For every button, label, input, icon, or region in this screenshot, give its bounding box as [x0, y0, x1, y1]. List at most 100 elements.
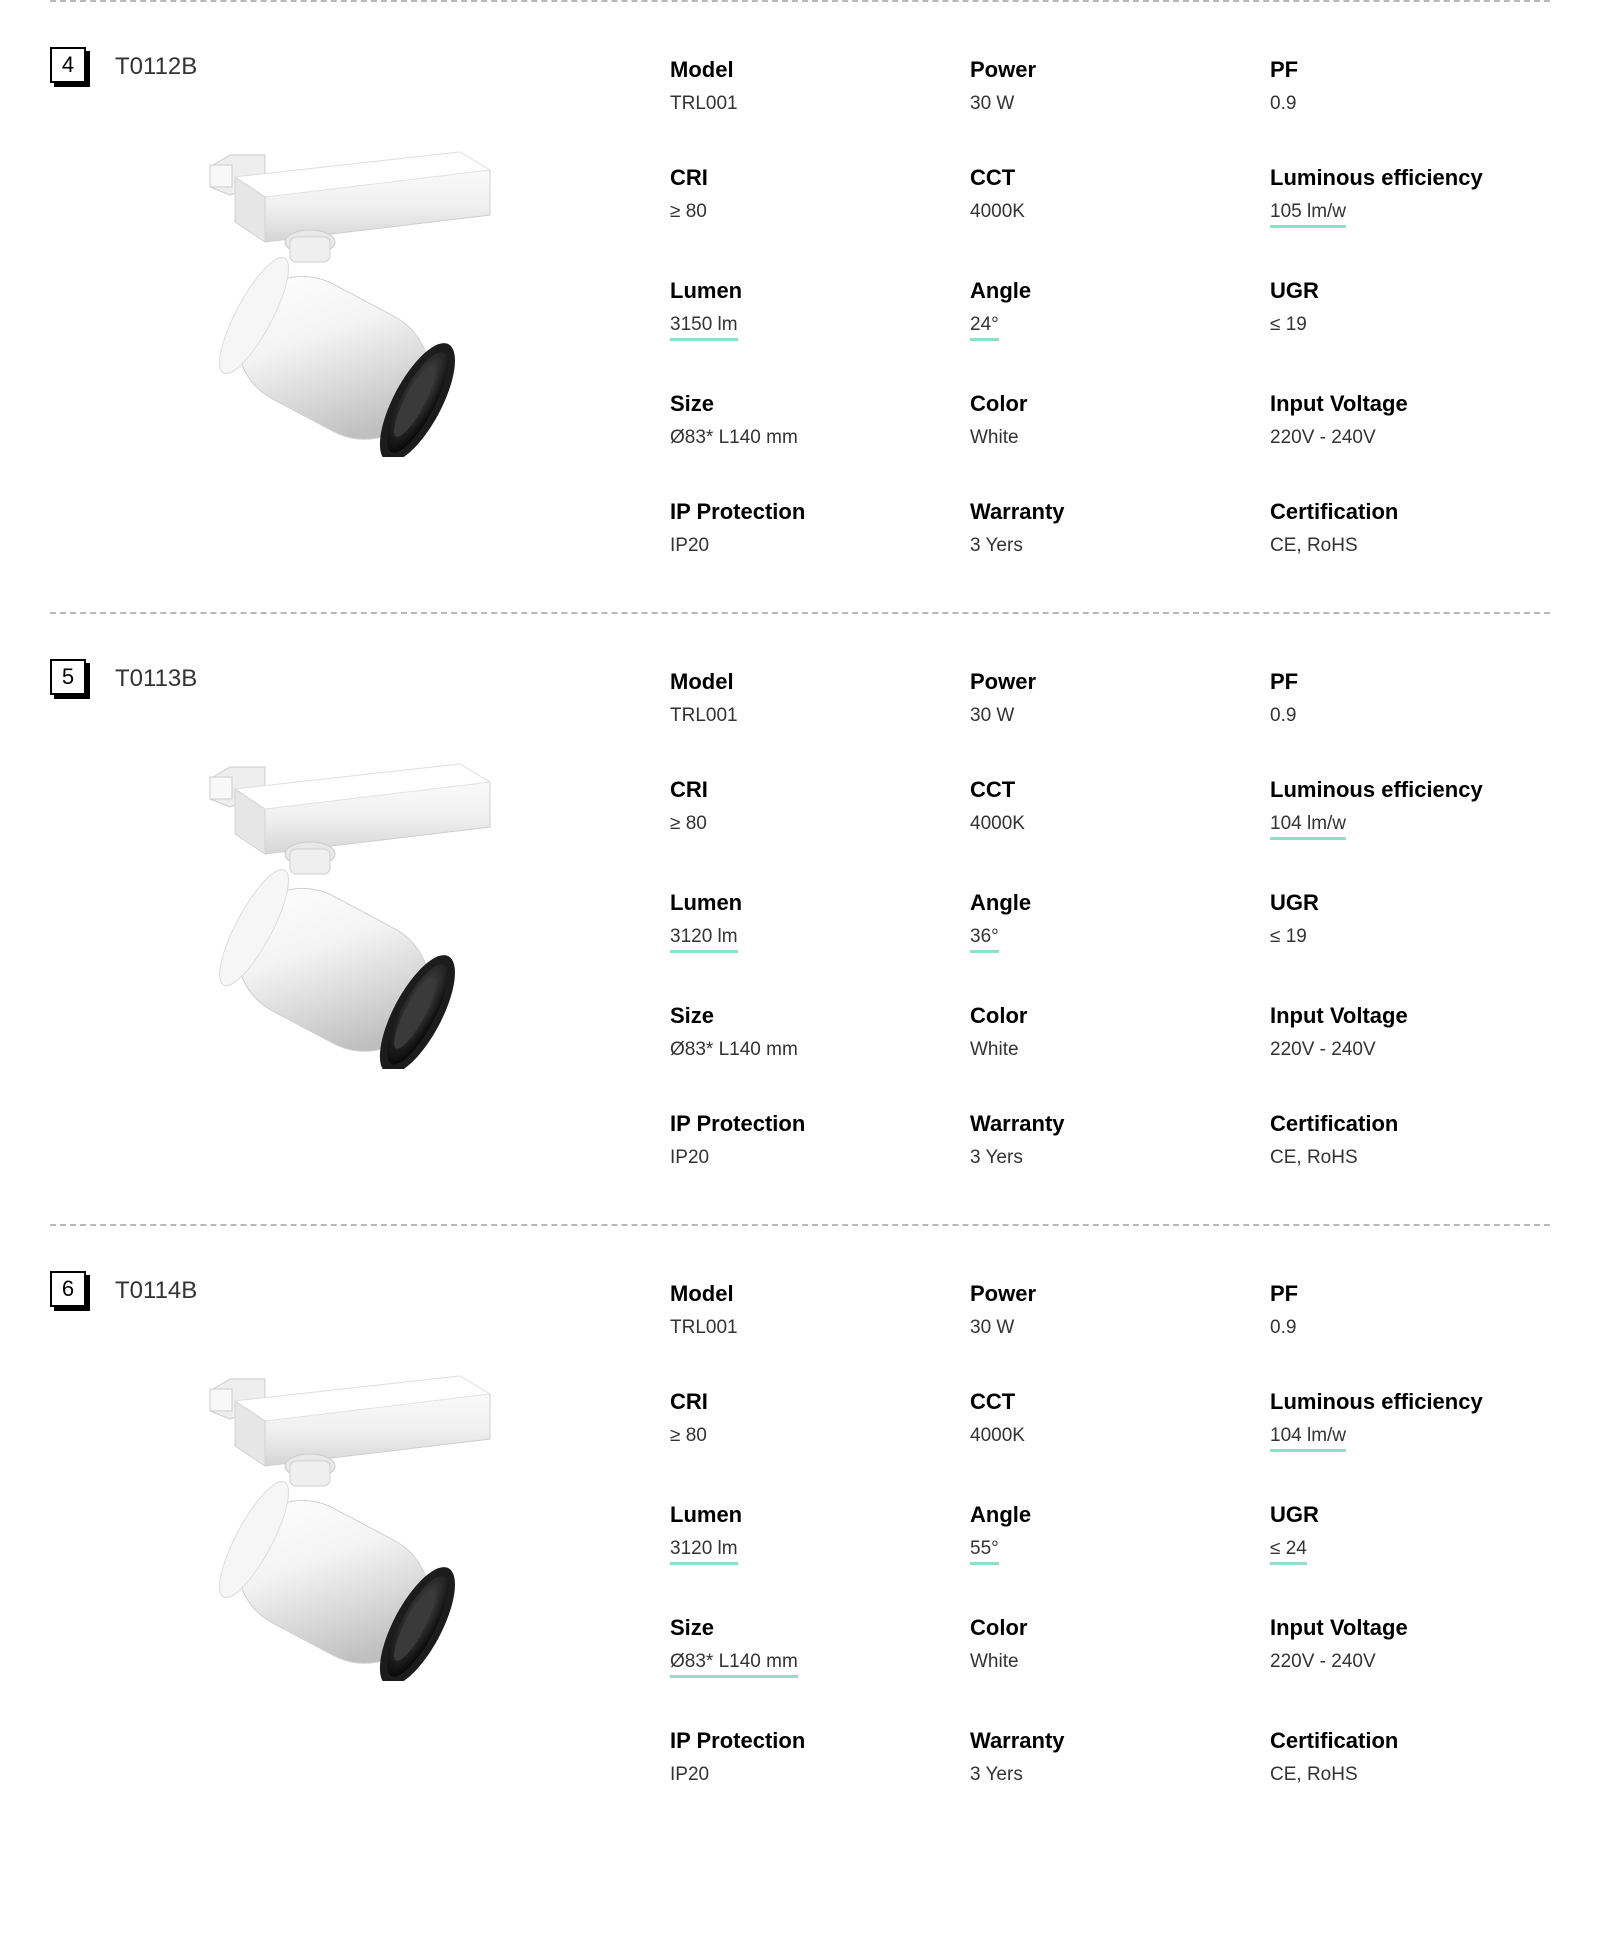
- spec-item-pf: PF0.9: [1270, 57, 1550, 115]
- spec-item-angle: Angle 24°: [970, 278, 1250, 341]
- spec-value: 24°: [970, 314, 999, 341]
- product-row: 4T0112B: [50, 0, 1550, 612]
- spec-label: Power: [970, 1281, 1250, 1307]
- product-title: T0114B: [115, 1277, 197, 1305]
- spec-item-size: SizeØ83* L140 mm: [670, 1615, 950, 1678]
- spec-label: CCT: [970, 165, 1250, 191]
- index-badge: 4: [50, 47, 90, 87]
- spec-value: ≤ 19: [1270, 314, 1307, 336]
- spec-value: ≥ 80: [670, 813, 707, 835]
- spec-value: 0.9: [1270, 1317, 1296, 1339]
- spec-item-lumen: Lumen3150 lm: [670, 278, 950, 341]
- spec-item-angle: Angle36°: [970, 890, 1250, 953]
- spec-value: TRL001: [670, 1317, 738, 1339]
- spec-value: Ø83* L140 mm: [670, 1651, 798, 1678]
- spec-label: Color: [970, 1615, 1250, 1641]
- spec-value: 3 Yers: [970, 1147, 1023, 1169]
- spec-label: UGR: [1270, 890, 1550, 916]
- product-header: 4T0112B: [50, 47, 670, 87]
- spec-label: IP Protection: [670, 1111, 950, 1137]
- spec-label: Color: [970, 391, 1250, 417]
- spec-item-cert: Certification CE, RoHS: [1270, 1111, 1550, 1169]
- spec-value: 104 lm/w: [1270, 813, 1346, 840]
- spec-label: PF: [1270, 1281, 1550, 1307]
- spec-value: ≥ 80: [670, 201, 707, 223]
- spec-label: Power: [970, 57, 1250, 83]
- spec-value: CE, RoHS: [1270, 1147, 1358, 1169]
- spec-item-power: Power 30 W: [970, 57, 1250, 115]
- spec-label: Size: [670, 391, 950, 417]
- spec-value: 30 W: [970, 93, 1014, 115]
- spec-label: Angle: [970, 278, 1250, 304]
- spec-item-cri: CRI≥ 80: [670, 777, 950, 840]
- product-image: [130, 117, 510, 457]
- spec-label: Luminous efficiency: [1270, 165, 1550, 191]
- specs-grid: ModelTRL001Power30 WPF0.9CRI≥ 80CCT4000K…: [670, 1271, 1550, 1786]
- spec-item-color: ColorWhite: [970, 1003, 1250, 1061]
- spec-label: Luminous efficiency: [1270, 1389, 1550, 1415]
- spec-value: 3 Yers: [970, 1764, 1023, 1786]
- spec-label: Model: [670, 669, 950, 695]
- spec-item-cert: Certification CE, RoHS: [1270, 1728, 1550, 1786]
- spec-value: CE, RoHS: [1270, 1764, 1358, 1786]
- spec-item-lum_eff: Luminous efficiency104 lm/w: [1270, 777, 1550, 840]
- product-title: T0113B: [115, 665, 197, 693]
- index-number: 4: [50, 47, 86, 83]
- spec-label: Lumen: [670, 1502, 950, 1528]
- spec-label: Angle: [970, 890, 1250, 916]
- spec-item-lumen: Lumen 3120 lm: [670, 1502, 950, 1565]
- spec-value: 3120 lm: [670, 1538, 738, 1565]
- spec-label: IP Protection: [670, 1728, 950, 1754]
- spec-label: Model: [670, 57, 950, 83]
- product-header: 5T0113B: [50, 659, 670, 699]
- spec-item-size: SizeØ83* L140 mm: [670, 1003, 950, 1061]
- spec-label: Input Voltage: [1270, 1615, 1550, 1641]
- product-left-column: 6 T0114B: [50, 1271, 670, 1786]
- spec-value: 0.9: [1270, 93, 1296, 115]
- spec-item-ugr: UGR ≤ 19: [1270, 890, 1550, 953]
- spec-item-pf: PF0.9: [1270, 669, 1550, 727]
- spec-item-model: ModelTRL001: [670, 57, 950, 115]
- spec-label: Power: [970, 669, 1250, 695]
- spec-item-pf: PF 0.9: [1270, 1281, 1550, 1339]
- spec-item-cri: CRI ≥ 80: [670, 165, 950, 228]
- spec-value: CE, RoHS: [1270, 535, 1358, 557]
- spec-label: Input Voltage: [1270, 391, 1550, 417]
- product-left-column: 5T0113B: [50, 659, 670, 1169]
- spec-label: Certification: [1270, 499, 1550, 525]
- spec-value: 0.9: [1270, 705, 1296, 727]
- spec-label: Certification: [1270, 1728, 1550, 1754]
- spec-label: CRI: [670, 165, 950, 191]
- spec-item-ugr: UGR≤ 19: [1270, 278, 1550, 341]
- product-image: [130, 1341, 510, 1681]
- product-image-svg: [130, 729, 510, 1069]
- spec-value: ≤ 19: [1270, 926, 1307, 948]
- product-row: 5T0113B: [50, 612, 1550, 1224]
- spec-value: 105 lm/w: [1270, 201, 1346, 228]
- product-header: 6 T0114B: [50, 1271, 670, 1311]
- spec-label: Certification: [1270, 1111, 1550, 1137]
- spec-item-cct: CCT4000K: [970, 1389, 1250, 1452]
- product-image-svg: [130, 1341, 510, 1681]
- spec-item-warranty: Warranty3 Yers: [970, 499, 1250, 557]
- product-row: 6 T0114B: [50, 1224, 1550, 1841]
- spec-label: Angle: [970, 1502, 1250, 1528]
- spec-value: IP20: [670, 1764, 709, 1786]
- spec-item-model: Model TRL001: [670, 1281, 950, 1339]
- spec-item-model: ModelTRL001: [670, 669, 950, 727]
- spec-item-voltage: Input Voltage220V - 240V: [1270, 391, 1550, 449]
- spec-value: White: [970, 1651, 1019, 1673]
- spec-item-color: Color White: [970, 391, 1250, 449]
- spec-item-ip: IP ProtectionIP20: [670, 1111, 950, 1169]
- spec-value: White: [970, 427, 1019, 449]
- spec-value: ≥ 80: [670, 1425, 707, 1447]
- index-number: 6: [50, 1271, 86, 1307]
- index-badge: 6: [50, 1271, 90, 1311]
- product-image: [130, 729, 510, 1069]
- spec-value: 55°: [970, 1538, 999, 1565]
- spec-value: 3 Yers: [970, 535, 1023, 557]
- spec-label: Model: [670, 1281, 950, 1307]
- spec-label: Warranty: [970, 1728, 1250, 1754]
- product-image-svg: [130, 117, 510, 457]
- spec-value: ≤ 24: [1270, 1538, 1307, 1565]
